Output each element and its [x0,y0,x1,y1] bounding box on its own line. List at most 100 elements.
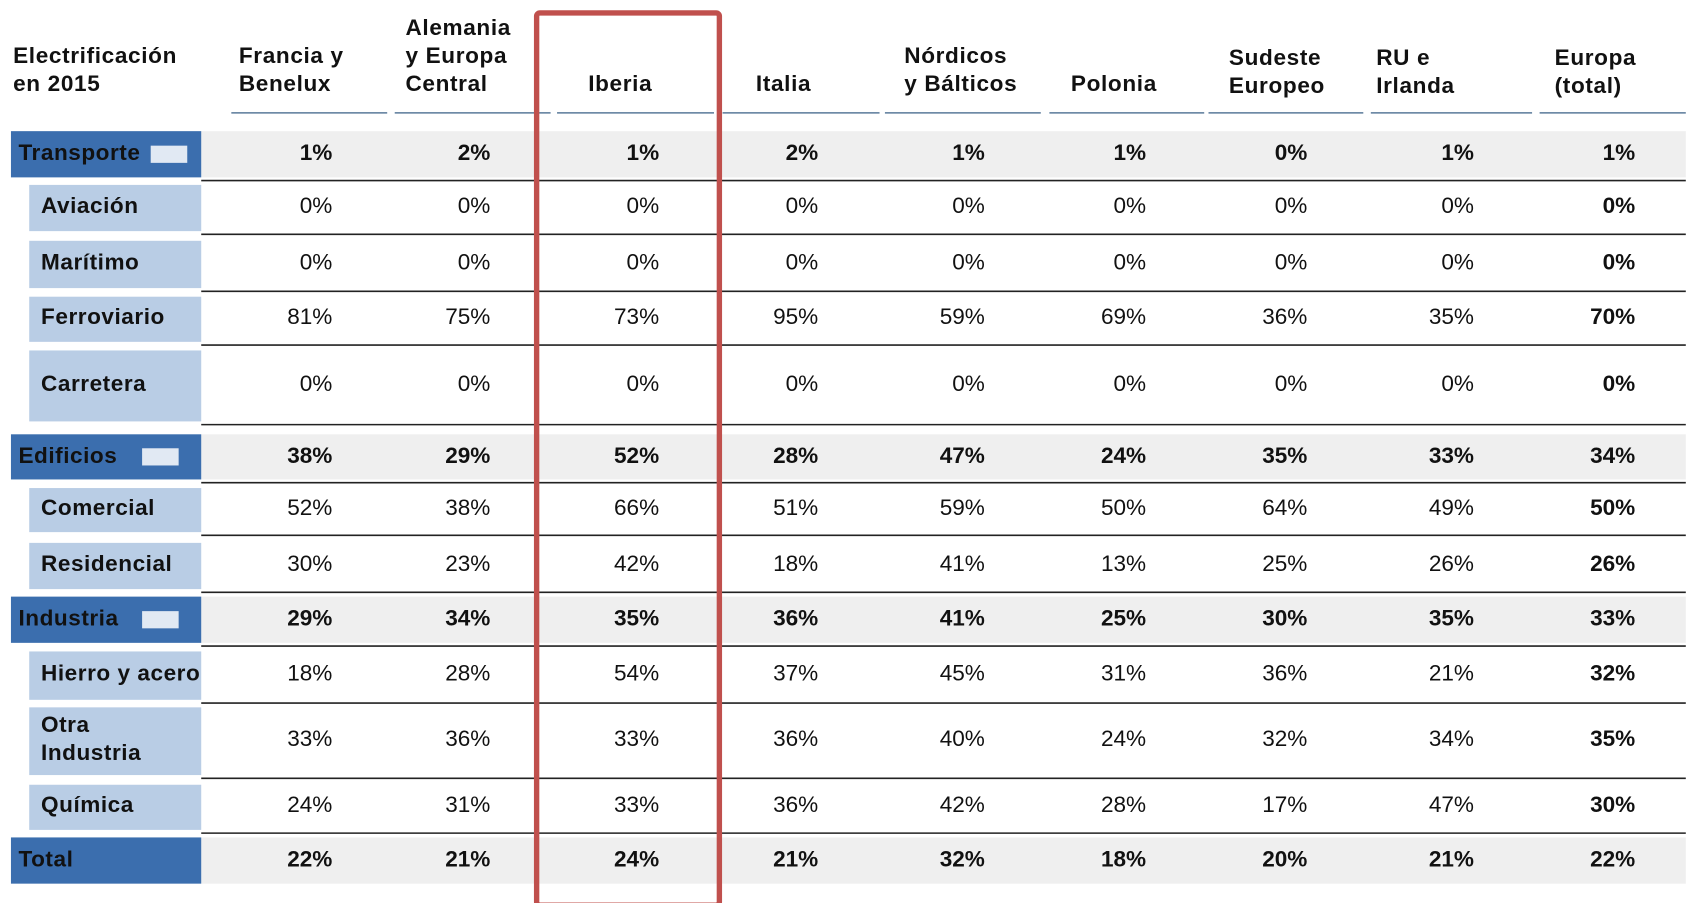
cell-value: 28% [1101,792,1146,817]
cell-value: 38% [445,495,490,520]
cell-text: Electrificación [13,43,177,68]
cell-value: 0% [1441,371,1474,396]
cell-value: 24% [1101,443,1146,468]
cell-value: 69% [1101,304,1146,329]
cell-value: 0% [786,249,819,274]
cell-value: 0% [627,371,660,396]
cell-value: 22% [1590,847,1635,872]
cell-value: 51% [773,495,818,520]
cell-value: 1% [627,140,660,165]
cell-value: 31% [1101,661,1146,686]
cell-value: 41% [940,551,985,576]
cell-value: 0% [458,371,491,396]
cell-value: 2% [458,140,491,165]
cell-value: 32% [940,847,985,872]
cell-text: en 2015 [13,71,100,96]
cell-value: 33% [614,792,659,817]
cell-value: 1% [300,140,333,165]
cell-value: 30% [1590,792,1635,817]
label-box [10,837,202,884]
cell-value: 47% [1429,792,1474,817]
cell-value: 0% [458,249,491,274]
label-box [29,784,202,830]
cell-value: 0% [1275,140,1308,165]
cell-value: 28% [773,443,818,468]
cell-value: 1% [1114,140,1147,165]
cell-value: 33% [1429,443,1474,468]
cell-value: 0% [1603,193,1636,218]
cell-value: 31% [445,792,490,817]
icon [142,448,179,466]
cell-text: y Bálticos [904,71,1017,96]
cell-text: Transporte [18,140,140,165]
cell-value: 0% [1603,249,1636,274]
cell-text: Industria [41,740,141,765]
cell-value: 0% [952,193,985,218]
cell-text: Comercial [41,495,155,520]
cell-value: 13% [1101,551,1146,576]
cell-value: 45% [940,661,985,686]
cell-value: 81% [287,304,332,329]
cell-value: 70% [1590,304,1635,329]
cell-value: 73% [614,304,659,329]
cell-value: 33% [287,726,332,751]
cell-text: Marítimo [41,249,139,274]
cell-value: 0% [786,193,819,218]
cell-text: Europa [1555,45,1637,70]
cell-value: 47% [940,443,985,468]
cell-value: 34% [1429,726,1474,751]
icon [150,145,188,163]
cell-text: Residencial [41,551,172,576]
cell-value: 18% [287,661,332,686]
cell-value: 35% [1429,304,1474,329]
cell-value: 36% [1262,661,1307,686]
cell-value: 32% [1262,726,1307,751]
cell-value: 41% [940,606,985,631]
cell-value: 50% [1590,495,1635,520]
cell-value: 52% [287,495,332,520]
cell-value: 0% [300,371,333,396]
cell-value: 64% [1262,495,1307,520]
label-box [29,707,202,776]
cell-text: Total [18,847,73,872]
cell-value: 34% [1590,443,1635,468]
cell-value: 75% [445,304,490,329]
cell-text: Industria [18,606,118,631]
cell-value: 59% [940,495,985,520]
cell-text: RU e [1376,45,1430,70]
cell-text: Hierro y acero [41,661,200,686]
cell-value: 33% [614,726,659,751]
cell-value: 23% [445,551,490,576]
label-box [29,542,202,590]
cell-value: 24% [287,792,332,817]
row-band [201,131,1686,178]
cell-value: 0% [1441,193,1474,218]
row-band [201,596,1686,643]
cell-text: Italia [756,71,811,96]
cell-value: 1% [952,140,985,165]
label-box [29,488,202,533]
cell-value: 35% [614,606,659,631]
cell-text: y Europa [405,43,507,68]
cell-text: Química [41,792,134,817]
cell-value: 1% [1441,140,1474,165]
cell-value: 59% [940,304,985,329]
cell-value: 52% [614,443,659,468]
cell-text: Iberia [588,71,652,96]
label-box [29,296,202,342]
cell-value: 36% [773,792,818,817]
cell-text: Nórdicos [904,43,1007,68]
cell-value: 21% [773,847,818,872]
cell-text: Polonia [1071,71,1157,96]
cell-value: 54% [614,661,659,686]
cell-text: Francia y [239,43,344,68]
cell-value: 37% [773,661,818,686]
cell-value: 20% [1262,847,1307,872]
cell-text: Aviación [41,193,139,218]
cell-value: 38% [287,443,332,468]
cell-value: 28% [445,661,490,686]
cell-text: Edificios [18,443,117,468]
cell-value: 1% [1603,140,1636,165]
cell-value: 36% [1262,304,1307,329]
